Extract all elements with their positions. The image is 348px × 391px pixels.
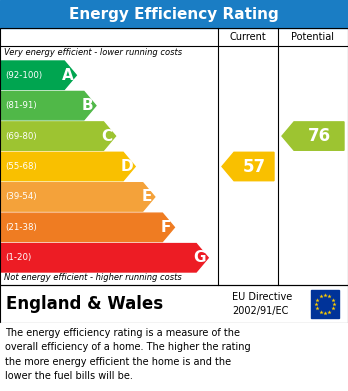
Text: F: F <box>161 220 171 235</box>
Text: The energy efficiency rating is a measure of the
overall efficiency of a home. T: The energy efficiency rating is a measur… <box>5 328 251 381</box>
Text: Potential: Potential <box>292 32 334 42</box>
Polygon shape <box>0 61 76 90</box>
Polygon shape <box>0 152 135 181</box>
Text: EU Directive
2002/91/EC: EU Directive 2002/91/EC <box>232 292 292 316</box>
Text: Current: Current <box>230 32 266 42</box>
Text: E: E <box>141 189 152 204</box>
Polygon shape <box>282 122 344 150</box>
Text: 76: 76 <box>307 127 331 145</box>
Bar <box>0 28 348 285</box>
Polygon shape <box>0 91 96 120</box>
Text: (69-80): (69-80) <box>5 131 37 141</box>
Text: 57: 57 <box>243 158 266 176</box>
Bar <box>0 0 348 28</box>
Text: B: B <box>82 98 93 113</box>
Text: (55-68): (55-68) <box>5 162 37 171</box>
Polygon shape <box>0 183 155 211</box>
Polygon shape <box>0 122 116 150</box>
Bar <box>0 323 348 391</box>
Text: C: C <box>102 129 113 143</box>
Text: A: A <box>62 68 74 83</box>
Bar <box>0 285 348 323</box>
Text: (92-100): (92-100) <box>5 71 42 80</box>
Text: (21-38): (21-38) <box>5 223 37 232</box>
Text: G: G <box>193 250 206 265</box>
Text: Not energy efficient - higher running costs: Not energy efficient - higher running co… <box>4 273 182 282</box>
Bar <box>311 290 339 318</box>
Polygon shape <box>222 152 274 181</box>
Text: (81-91): (81-91) <box>5 101 37 110</box>
Text: Energy Efficiency Rating: Energy Efficiency Rating <box>69 7 279 22</box>
Text: Very energy efficient - lower running costs: Very energy efficient - lower running co… <box>4 48 182 57</box>
Polygon shape <box>0 213 174 242</box>
Polygon shape <box>0 244 208 272</box>
Text: (1-20): (1-20) <box>5 253 31 262</box>
Text: (39-54): (39-54) <box>5 192 37 201</box>
Text: England & Wales: England & Wales <box>6 295 163 313</box>
Text: D: D <box>120 159 133 174</box>
